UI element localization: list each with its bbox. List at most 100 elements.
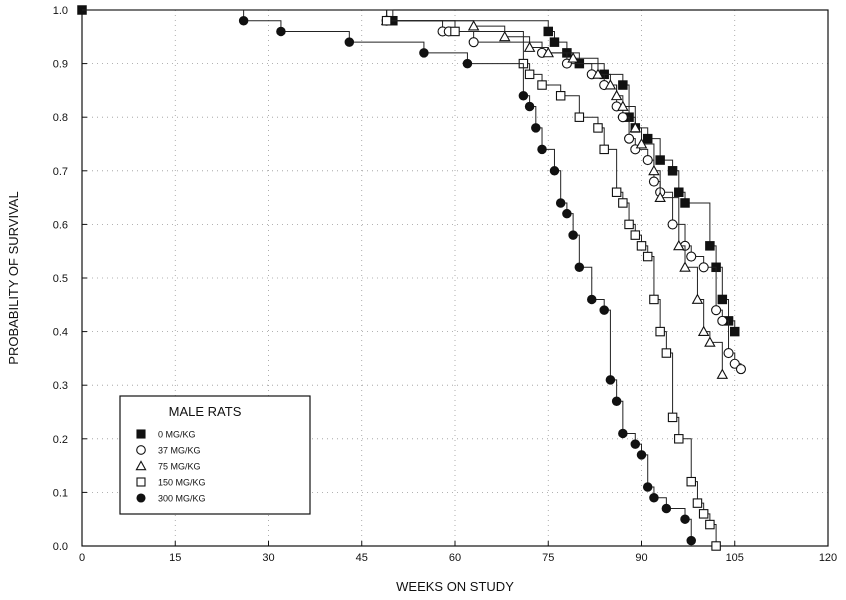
legend-label: 0 MG/KG — [158, 430, 196, 440]
marker-filled-circle — [531, 123, 541, 133]
marker-open-square — [698, 509, 709, 519]
marker-open-circle — [717, 315, 728, 326]
marker-open-square — [692, 498, 703, 508]
y-tick-label: 0.6 — [53, 219, 68, 231]
marker-filled-circle — [555, 198, 566, 208]
marker-open-triangle — [567, 52, 579, 63]
legend-item: 0 MG/KG — [136, 429, 196, 440]
marker-open-triangle — [648, 164, 660, 176]
series-150-mg-kg — [82, 9, 721, 551]
marker-open-square — [611, 187, 622, 197]
marker-filled-circle — [611, 396, 622, 407]
marker-open-triangle — [498, 30, 511, 42]
marker-filled-square — [549, 37, 560, 47]
marker-open-circle — [686, 251, 697, 262]
marker-open-square — [599, 144, 609, 155]
marker-filled-circle — [587, 294, 597, 305]
marker-open-circle — [698, 262, 709, 273]
legend-item: 75 MG/KG — [135, 460, 201, 472]
y-tick-label: 1.0 — [53, 5, 68, 17]
y-tick-label: 0.8 — [53, 112, 68, 124]
x-tick-label: 30 — [262, 552, 274, 564]
marker-filled-circle — [642, 482, 653, 492]
x-tick-label: 60 — [449, 552, 461, 564]
marker-open-square — [661, 348, 672, 358]
marker-filled-square — [729, 326, 740, 337]
marker-open-circle — [617, 112, 628, 123]
marker-filled-circle — [419, 48, 429, 58]
legend-label: 150 MG/KG — [158, 478, 206, 488]
marker-filled-circle — [680, 514, 690, 524]
x-tick-label: 120 — [819, 552, 837, 564]
marker-open-square — [705, 519, 715, 530]
legend-item: 150 MG/KG — [136, 477, 206, 488]
x-tick-label: 0 — [79, 552, 85, 564]
marker-filled-square — [655, 155, 665, 165]
marker-open-square — [655, 326, 665, 337]
legend-label: 75 MG/KG — [158, 462, 201, 472]
marker-open-triangle — [523, 41, 536, 52]
marker-filled-square — [674, 187, 684, 197]
x-tick-label: 45 — [356, 552, 368, 564]
marker-filled-circle — [636, 450, 647, 460]
legend-item: 300 MG/KG — [136, 493, 206, 504]
marker-filled-circle — [344, 37, 355, 47]
marker-open-square — [649, 294, 659, 305]
legend-label: 300 MG/KG — [158, 494, 206, 504]
x-tick-label: 90 — [635, 552, 647, 564]
marker-filled-square — [680, 198, 690, 208]
marker-open-triangle — [629, 121, 642, 133]
marker-open-triangle — [542, 46, 555, 58]
marker-open-square — [574, 112, 585, 122]
marker-open-square — [618, 198, 628, 208]
marker-filled-square — [618, 80, 628, 90]
marker-filled-circle — [568, 230, 578, 240]
legend-item: 37 MG/KG — [136, 445, 201, 456]
legend-box — [119, 395, 311, 515]
marker-open-circle — [648, 176, 659, 187]
legend: MALE RATS 0 MG/KG 37 MG/KG 75 MG/KG 150 MG/… — [119, 395, 311, 515]
legend-items: 0 MG/KG 37 MG/KG 75 MG/KG 150 MG/KG 300 MG/K… — [135, 429, 206, 504]
marker-filled-circle — [562, 208, 572, 219]
marker-filled-square — [642, 133, 653, 144]
marker-open-square — [624, 219, 634, 230]
marker-filled-circle — [462, 58, 473, 69]
marker-filled-circle — [537, 144, 547, 155]
marker-open-triangle — [135, 460, 147, 471]
legend-title: MALE RATS — [169, 404, 242, 419]
marker-filled-circle — [136, 493, 146, 503]
marker-open-triangle — [617, 100, 629, 111]
marker-filled-circle — [276, 26, 286, 37]
y-tick-label: 0.5 — [53, 273, 68, 285]
marker-open-circle — [711, 305, 722, 316]
y-tick-label: 0.4 — [53, 327, 68, 339]
marker-open-triangle — [467, 20, 480, 31]
series-line — [82, 9, 723, 375]
marker-filled-circle — [605, 375, 616, 385]
marker-open-square — [537, 80, 547, 90]
marker-filled-circle — [661, 503, 672, 514]
marker-filled-circle — [518, 91, 529, 101]
marker-open-triangle — [635, 138, 648, 149]
marker-open-square — [667, 412, 678, 423]
y-tick-label: 0.1 — [53, 487, 68, 499]
y-tick-label: 0.3 — [53, 380, 68, 392]
marker-filled-circle — [599, 305, 609, 315]
marker-filled-circle — [618, 428, 628, 439]
marker-open-triangle — [654, 191, 666, 203]
marker-open-square — [450, 26, 460, 37]
marker-open-circle — [667, 219, 678, 230]
marker-open-circle — [735, 364, 747, 375]
x-axis-title: WEEKS ON STUDY — [396, 579, 514, 594]
marker-open-triangle — [697, 325, 710, 337]
marker-filled-circle — [686, 535, 696, 546]
marker-open-circle — [468, 37, 479, 48]
y-tick-label: 0.9 — [53, 59, 68, 71]
marker-open-square — [630, 230, 641, 240]
legend-label: 37 MG/KG — [158, 446, 201, 456]
marker-filled-circle — [574, 262, 585, 273]
marker-open-square — [711, 541, 721, 551]
marker-open-triangle — [592, 68, 604, 79]
marker-open-triangle — [610, 89, 623, 101]
